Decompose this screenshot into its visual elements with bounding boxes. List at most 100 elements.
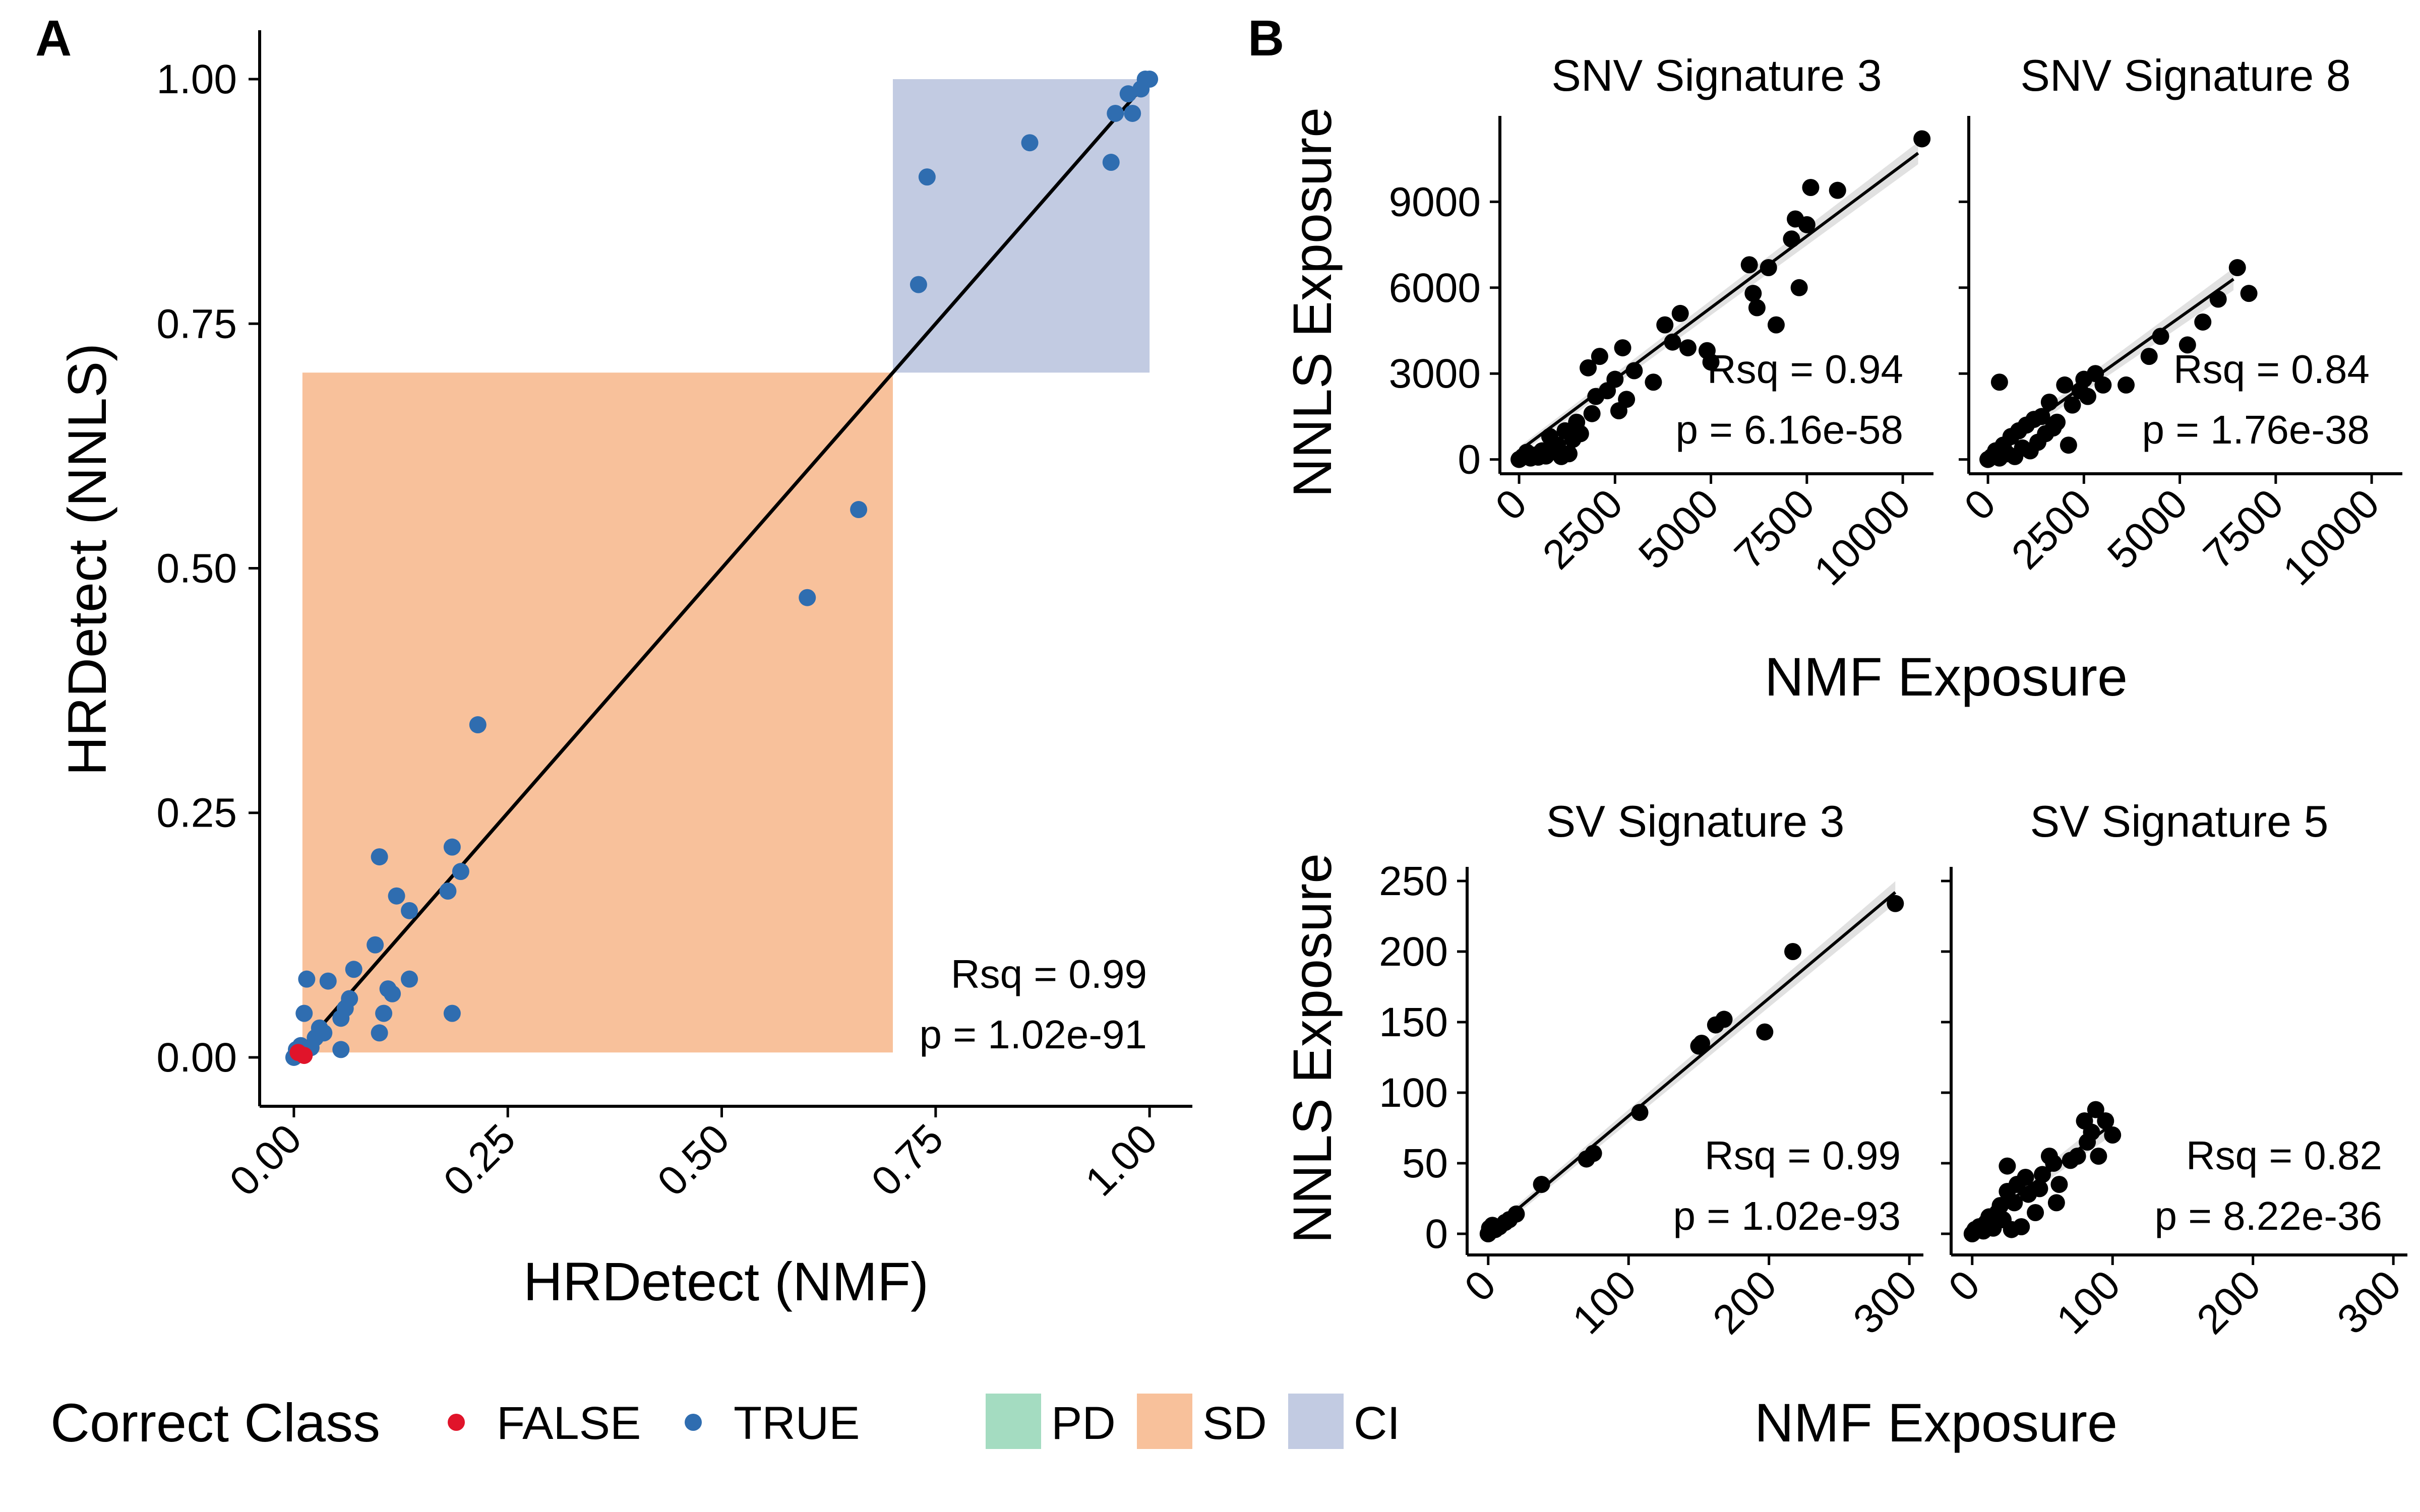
data-point — [1580, 359, 1597, 376]
data-point — [1533, 1176, 1550, 1193]
data-point — [2031, 1180, 2048, 1198]
data-point — [1748, 299, 1766, 317]
data-point — [1119, 85, 1137, 103]
x-tick-label: 0 — [1456, 1262, 1505, 1310]
legend-title: Correct Class — [50, 1392, 380, 1453]
data-point — [1507, 1205, 1525, 1223]
y-tick-label: 6000 — [1389, 265, 1481, 311]
data-point — [315, 1024, 333, 1042]
data-point — [452, 863, 469, 880]
data-point — [2194, 313, 2212, 331]
data-point — [1887, 895, 1904, 912]
data-point — [1740, 256, 1758, 274]
data-point — [1744, 285, 1762, 302]
x-tick-label: 100 — [1564, 1262, 1645, 1343]
data-point — [1618, 391, 1636, 408]
data-point — [2104, 1126, 2122, 1144]
legend-label-ci: CI — [1354, 1398, 1400, 1449]
rsq-annotation: Rsq = 0.84 — [2173, 347, 2370, 392]
data-point — [1614, 339, 1631, 357]
data-point — [469, 716, 487, 734]
data-point — [2017, 1169, 2034, 1186]
fit-line — [292, 78, 1151, 1059]
legend-key-pd — [986, 1394, 1041, 1449]
data-point — [2209, 290, 2227, 308]
x-tick-label: 200 — [1704, 1262, 1785, 1343]
data-point — [2069, 1148, 2086, 1165]
data-point — [1631, 1104, 1649, 1121]
data-point — [1560, 445, 1578, 463]
panel-a-plot: 0.00 0.25 0.50 0.75 1.00 0.00 0.25 0.50 0.75 1.00… — [156, 30, 1192, 1205]
data-point — [295, 1004, 313, 1022]
data-point — [2048, 413, 2066, 431]
p-value-annotation: p = 8.22e-36 — [2155, 1193, 2382, 1238]
data-point — [1625, 362, 1643, 380]
data-point — [2056, 376, 2074, 394]
x-tick-label: 5000 — [1630, 480, 1727, 578]
data-point — [918, 168, 936, 186]
data-point — [2045, 1155, 2063, 1172]
y-tick-label: 1.00 — [156, 56, 237, 102]
data-point — [371, 1024, 388, 1042]
data-point — [2083, 1123, 2100, 1141]
data-point — [1802, 179, 1820, 196]
data-point — [319, 972, 337, 990]
panel-b-top-x-axis-title: NMF Exposure — [1765, 646, 2128, 707]
panel-b-bottom-y-axis-title: NNLS Exposure — [1282, 853, 1343, 1243]
data-point — [1021, 134, 1039, 152]
y-tick-label: 9000 — [1389, 179, 1481, 225]
data-point — [1798, 216, 1816, 233]
legend-label-pd: PD — [1051, 1398, 1116, 1449]
data-point — [1991, 1197, 2009, 1214]
data-point — [371, 848, 388, 866]
data-point — [332, 1041, 350, 1058]
p-value-annotation: p = 1.02e-93 — [1673, 1193, 1901, 1238]
data-point — [2027, 1204, 2044, 1221]
data-point — [2050, 1176, 2068, 1193]
x-tick-label: 0 — [1940, 1262, 1989, 1310]
facet-title: SV Signature 3 — [1546, 796, 1845, 846]
legend: Correct Class FALSE TRUE PD SD CI — [50, 1392, 1400, 1453]
data-point — [2152, 328, 2169, 345]
data-point — [850, 501, 868, 519]
fit-line — [1487, 891, 1897, 1235]
data-point — [1784, 943, 1802, 960]
data-point — [799, 589, 816, 606]
data-point — [1585, 1145, 1602, 1162]
data-point — [1124, 104, 1141, 122]
data-point — [2240, 285, 2258, 302]
data-point — [1702, 353, 1720, 371]
x-tick-label: 2500 — [2003, 480, 2100, 578]
legend-key-false — [448, 1414, 465, 1431]
data-point — [1664, 333, 1681, 351]
rsq-annotation: Rsq = 0.99 — [951, 952, 1147, 996]
data-point — [2179, 336, 2196, 354]
rsq-annotation: Rsq = 0.99 — [1705, 1133, 1901, 1178]
data-point — [1671, 304, 1689, 322]
rsq-annotation: Rsq = 0.94 — [1707, 347, 1903, 392]
data-point — [1102, 154, 1120, 171]
fit-line — [1518, 152, 1919, 452]
x-tick-label: 300 — [2329, 1262, 2410, 1343]
y-tick-label: 0.50 — [156, 546, 237, 592]
data-point — [298, 970, 316, 988]
panel-b-bottom-x-axis-title: NMF Exposure — [1754, 1392, 2118, 1453]
panel-b-sv-signature-5: 0 100 200 300 SV Signature 5 Rsq = 0.82 p = 8.… — [1940, 796, 2410, 1343]
data-point — [910, 276, 927, 293]
data-point — [1715, 1011, 1733, 1028]
data-point — [1141, 71, 1159, 88]
data-point — [2064, 396, 2081, 414]
data-point — [2060, 436, 2077, 454]
y-tick-label: 200 — [1379, 929, 1448, 975]
data-point — [367, 936, 384, 954]
data-point — [2118, 376, 2135, 394]
facet-title: SV Signature 5 — [2030, 796, 2329, 846]
data-point — [2087, 1101, 2104, 1118]
data-point — [1790, 279, 1808, 296]
legend-key-true — [685, 1414, 702, 1431]
data-point — [1829, 181, 1846, 199]
facet-title: SNV Signature 3 — [1551, 50, 1882, 100]
data-point — [388, 887, 405, 905]
data-point — [2047, 1194, 2065, 1212]
data-point — [1606, 370, 1624, 388]
